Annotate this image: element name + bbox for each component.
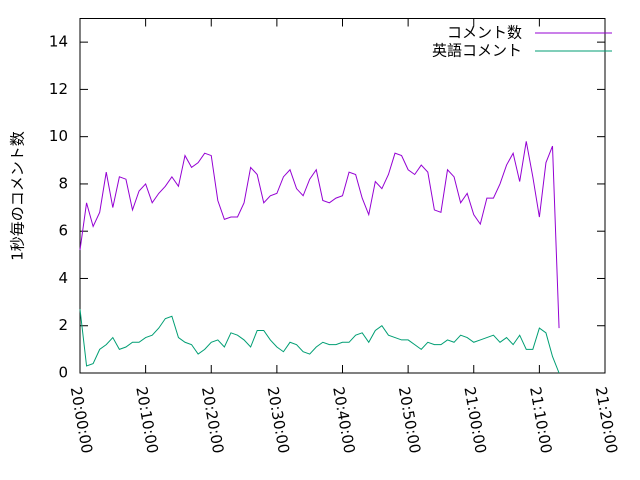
x-tick-label: 20:00:00 (67, 385, 96, 454)
y-tick-label: 2 (58, 316, 68, 334)
legend-label: コメント数 (447, 24, 522, 42)
y-tick-label: 8 (58, 174, 68, 192)
y-tick-label: 14 (49, 33, 68, 51)
series-line (79, 141, 560, 329)
x-tick-label: 20:50:00 (395, 385, 424, 454)
y-tick-label: 10 (49, 127, 68, 145)
x-tick-label: 20:30:00 (264, 385, 293, 454)
x-tick-label: 20:10:00 (132, 385, 161, 454)
y-tick-label: 0 (58, 364, 68, 382)
y-tick-label: 4 (58, 269, 68, 287)
y-tick-label: 6 (58, 222, 68, 240)
x-tick-label: 21:10:00 (526, 385, 555, 454)
legend-label: 英語コメント (432, 42, 522, 60)
y-axis-label: 1秒毎のコメント数 (9, 131, 27, 261)
x-tick-label: 21:00:00 (460, 385, 489, 454)
y-tick-label: 12 (49, 80, 68, 98)
series-line (79, 309, 560, 374)
x-tick-label: 20:40:00 (329, 385, 358, 454)
x-tick-label: 21:20:00 (592, 385, 621, 454)
x-tick-label: 20:20:00 (198, 385, 227, 454)
